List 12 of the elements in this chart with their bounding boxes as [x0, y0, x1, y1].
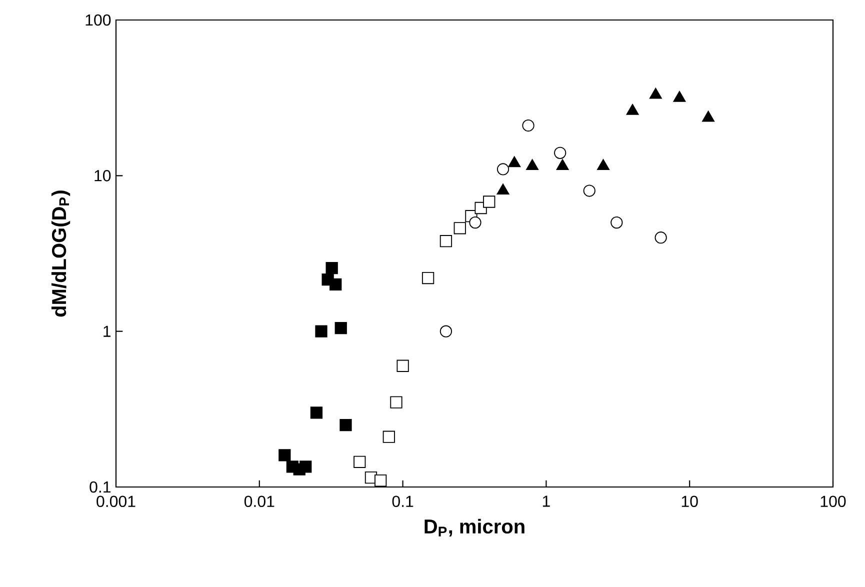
y-tick-label: 0.1 [90, 481, 110, 493]
y-tick-label: 1 [104, 326, 110, 337]
x-tick-label: 0.01 [244, 496, 274, 508]
text: D$_{P}$, micron [424, 518, 524, 536]
y-tick-label: 10 [94, 170, 111, 182]
x-tick-label: 0.1 [392, 496, 414, 508]
text: dM/dLOG(D$_{P}$) [51, 190, 70, 317]
x-tick-label: 100 [820, 496, 846, 508]
y-tick-label: 100 [86, 14, 111, 26]
x-tick-label: 10 [682, 496, 698, 508]
x-tick-label: 1 [542, 496, 550, 507]
x-tick-label: 0.001 [96, 496, 136, 508]
